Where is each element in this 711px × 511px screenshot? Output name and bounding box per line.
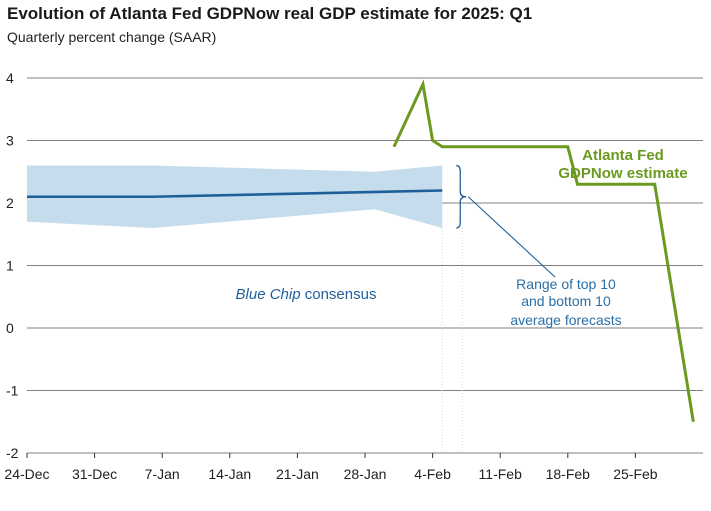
reference-lines xyxy=(441,228,463,453)
x-tick-label: 25-Feb xyxy=(613,466,658,482)
x-tick-label: 14-Jan xyxy=(208,466,251,482)
x-tick-label: 7-Jan xyxy=(145,466,180,482)
range-label-line3: average forecasts xyxy=(510,312,621,328)
chart-title: Evolution of Atlanta Fed GDPNow real GDP… xyxy=(7,4,533,23)
range-label-line1: Range of top 10 xyxy=(516,276,616,292)
series-lines xyxy=(27,79,695,422)
grid-lines xyxy=(27,77,703,454)
consensus-range-area xyxy=(27,165,443,228)
y-tick-label: 1 xyxy=(6,258,14,274)
x-tick-label: 11-Feb xyxy=(479,466,523,482)
y-tick-label: 3 xyxy=(6,133,14,149)
range-label-line2: and bottom 10 xyxy=(521,293,611,309)
consensus-label-rest: consensus xyxy=(301,286,377,303)
consensus-label-italic: Blue Chip xyxy=(236,286,301,303)
x-tick-label: 18-Feb xyxy=(546,466,591,482)
y-tick-label: 0 xyxy=(6,320,14,336)
gdpnow-line xyxy=(392,79,695,422)
consensus-line xyxy=(27,189,443,199)
y-tick-label: -2 xyxy=(6,445,19,461)
gdpnow-label-line2: GDPNow estimate xyxy=(558,165,687,182)
range-brace xyxy=(456,164,467,229)
x-tick-label: 4-Feb xyxy=(414,466,451,482)
x-tick-label: 31-Dec xyxy=(72,466,117,482)
range-callout: Range of top 10 and bottom 10 average fo… xyxy=(456,164,622,328)
gdpnow-label-line1: Atlanta Fed xyxy=(582,147,664,164)
x-tick-label: 24-Dec xyxy=(4,466,49,482)
range-leader-line xyxy=(467,196,556,278)
chart-subtitle: Quarterly percent change (SAAR) xyxy=(7,29,217,45)
y-tick-label: 4 xyxy=(6,70,14,86)
y-tick-label: -1 xyxy=(6,383,19,399)
consensus-label: Blue Chip consensus xyxy=(236,286,377,303)
x-tick-label: 21-Jan xyxy=(276,466,319,482)
y-axis-ticks: 4 3 2 1 0 -1 -2 xyxy=(6,70,19,461)
y-tick-label: 2 xyxy=(6,195,14,211)
x-axis-ticks: 24-Dec 31-Dec 7-Jan 14-Jan 21-Jan 28-Jan 4-Feb… xyxy=(4,453,658,482)
x-tick-label: 28-Jan xyxy=(344,466,387,482)
consensus-range-band xyxy=(27,165,443,228)
